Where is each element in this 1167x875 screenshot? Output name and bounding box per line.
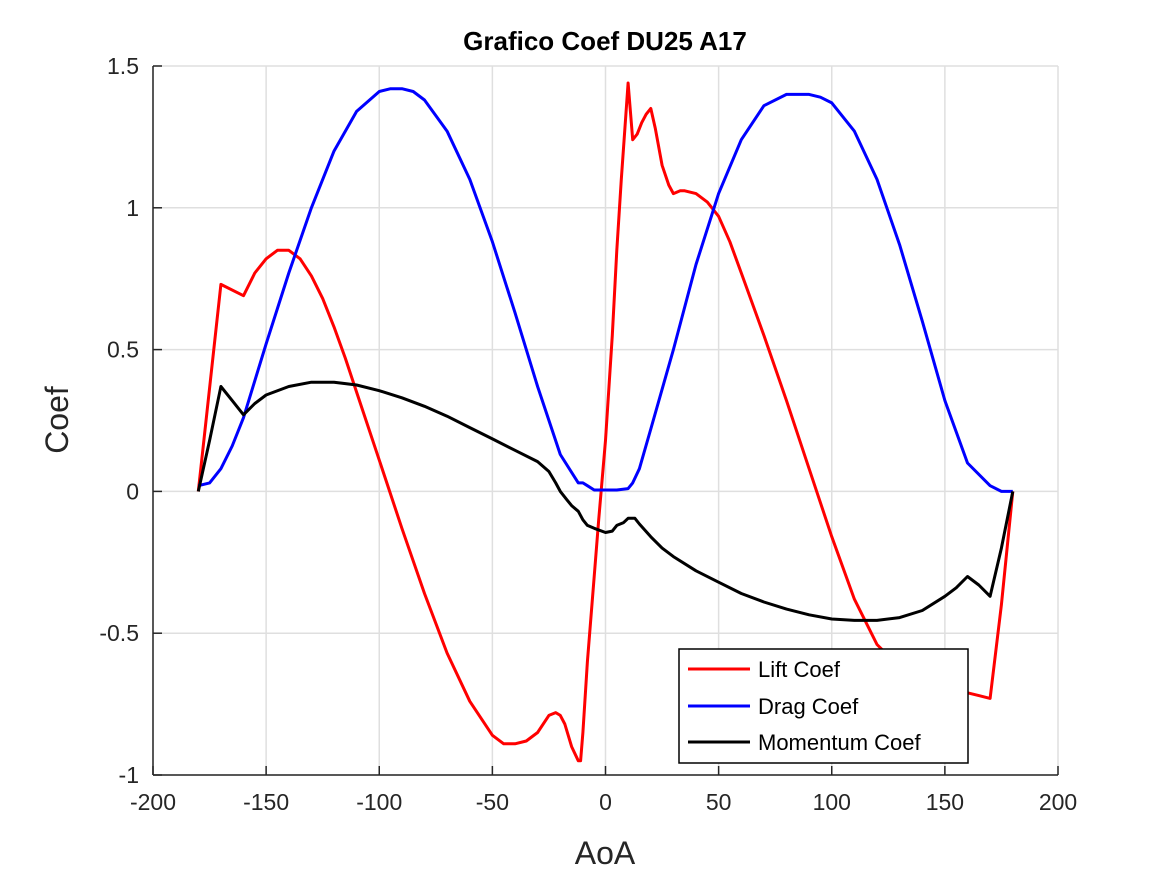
series-line-drag-coef bbox=[197, 87, 1013, 493]
series-line-momentum-coef bbox=[196, 380, 1015, 622]
y-tick-label: -1 bbox=[119, 762, 139, 788]
series-line-lift-coef bbox=[196, 81, 1015, 763]
y-tick-label: 0 bbox=[126, 478, 139, 504]
x-tick-label: 100 bbox=[813, 789, 851, 815]
x-tick-label: -100 bbox=[356, 789, 402, 815]
x-tick-label: 150 bbox=[926, 789, 964, 815]
y-tick-label: 0.5 bbox=[107, 337, 139, 363]
axes: -200 -150 -100 -50 0 50 100 150 200 -1 -0.5 0 0.5 1 1.… bbox=[99, 53, 1077, 815]
y-tick-label: 1.5 bbox=[107, 53, 139, 79]
x-tick-label: 200 bbox=[1039, 789, 1077, 815]
series-layer bbox=[196, 81, 1015, 763]
chart-title: Grafico Coef DU25 A17 bbox=[463, 26, 747, 56]
x-tick-label: -200 bbox=[130, 789, 176, 815]
x-tick-label: -50 bbox=[476, 789, 509, 815]
y-tick-label: -0.5 bbox=[99, 620, 139, 646]
y-axis-label: Coef bbox=[39, 386, 75, 454]
legend-label-lift: Lift Coef bbox=[758, 657, 841, 682]
x-axis-label: AoA bbox=[575, 835, 636, 871]
y-tick-label: 1 bbox=[126, 195, 139, 221]
legend: Lift Coef Drag Coef Momentum Coef bbox=[678, 648, 969, 764]
legend-label-drag: Drag Coef bbox=[758, 694, 859, 719]
x-tick-label: -150 bbox=[243, 789, 289, 815]
x-tick-label: 50 bbox=[706, 789, 732, 815]
legend-label-momentum: Momentum Coef bbox=[758, 730, 922, 755]
x-tick-label: 0 bbox=[599, 789, 612, 815]
